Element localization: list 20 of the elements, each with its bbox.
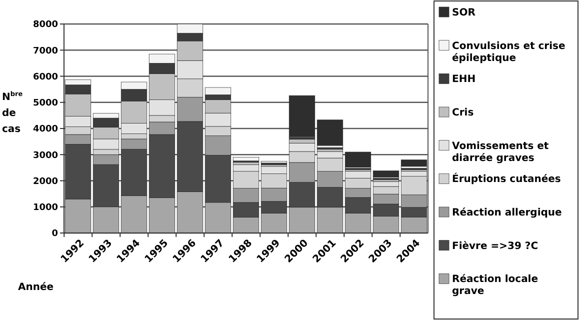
legend-label: Cris [452,108,474,118]
y-tick-label: 1000 [32,203,58,214]
y-tick-label: 8000 [32,20,58,30]
legend-label: SOR [452,8,476,18]
y-tick-label: 3000 [32,150,58,161]
legend-label: Vomissements et diarrée graves [452,140,549,164]
legend-label: Fièvre =>39 ?C [452,240,538,252]
y-tick-label: 7000 [32,46,58,56]
legend-label: Réaction locale grave [452,274,538,298]
y-tick-label: 0 [52,229,58,240]
legend-label: EHH [452,74,476,86]
legend-label: Convulsions et crise épileptique [452,40,566,64]
legend-label: Éruptions cutanées [452,172,561,186]
y-tick-label: 4000 [32,124,58,135]
y-tick-label: 2000 [32,176,58,187]
y-tick-label: 5000 [32,98,58,109]
legend-label: Réaction allergique [452,208,562,218]
x-axis-title: Année [18,282,54,293]
text: N$^{bre}$ de cas [2,90,23,135]
y-tick-label: 6000 [32,72,58,82]
